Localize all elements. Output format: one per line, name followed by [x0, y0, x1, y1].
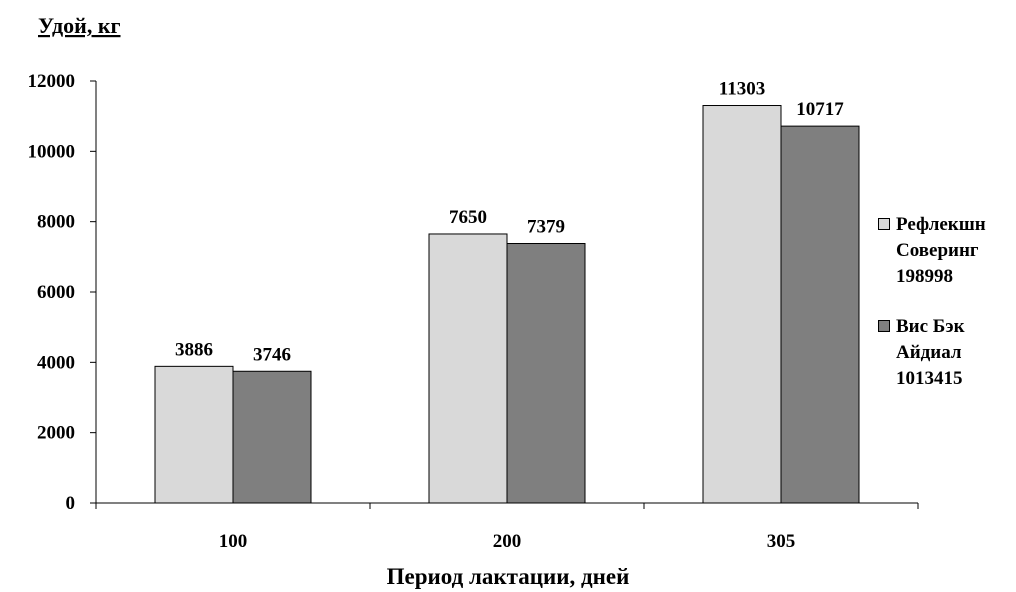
bar	[506, 243, 586, 504]
y-tick-label: 12000	[28, 71, 76, 92]
data-label: 7650	[449, 207, 487, 228]
y-axis-title: Удой, кг	[38, 13, 121, 38]
data-label: 11303	[719, 79, 765, 100]
x-tick-label: 305	[767, 531, 796, 552]
legend-item: Вис Бэк Айдиал 1013415	[876, 314, 1016, 392]
legend-label-line: 198998	[896, 266, 953, 287]
bar	[702, 105, 782, 504]
legend-label-line: Вис Бэк	[896, 316, 965, 337]
legend: Рефлекшн Соверинг 198998 Вис Бэк Айдиал 10134…	[876, 212, 1016, 416]
bar	[428, 233, 508, 504]
bar	[232, 370, 312, 504]
data-label: 3886	[175, 339, 213, 360]
data-label: 3746	[253, 344, 291, 365]
data-label: 10717	[796, 99, 844, 120]
x-tick-label: 100	[219, 531, 248, 552]
legend-label-line: Рефлекшн	[896, 214, 986, 235]
y-tick-label: 0	[66, 493, 76, 514]
bar	[780, 125, 860, 504]
y-tick-label: 6000	[37, 282, 75, 303]
legend-swatch	[878, 320, 890, 332]
y-tick-label: 2000	[37, 423, 75, 444]
y-tick-label: 10000	[28, 141, 76, 162]
plot-area: 0 2000 4000 6000 8000 10000 12000 100 3886 3746 20…	[28, 71, 919, 552]
x-tick-label: 200	[493, 531, 522, 552]
data-label: 7379	[527, 217, 565, 238]
y-tick-label: 4000	[37, 352, 75, 373]
bar	[154, 365, 234, 504]
legend-label-line: Айдиал	[896, 342, 962, 363]
legend-item: Рефлекшн Соверинг 198998	[876, 212, 1016, 290]
y-tick-label: 8000	[37, 212, 75, 233]
legend-label-line: 1013415	[896, 368, 963, 389]
legend-swatch	[878, 218, 890, 230]
legend-label-line: Соверинг	[896, 240, 979, 261]
x-axis-title: Период лактации, дней	[387, 564, 630, 589]
